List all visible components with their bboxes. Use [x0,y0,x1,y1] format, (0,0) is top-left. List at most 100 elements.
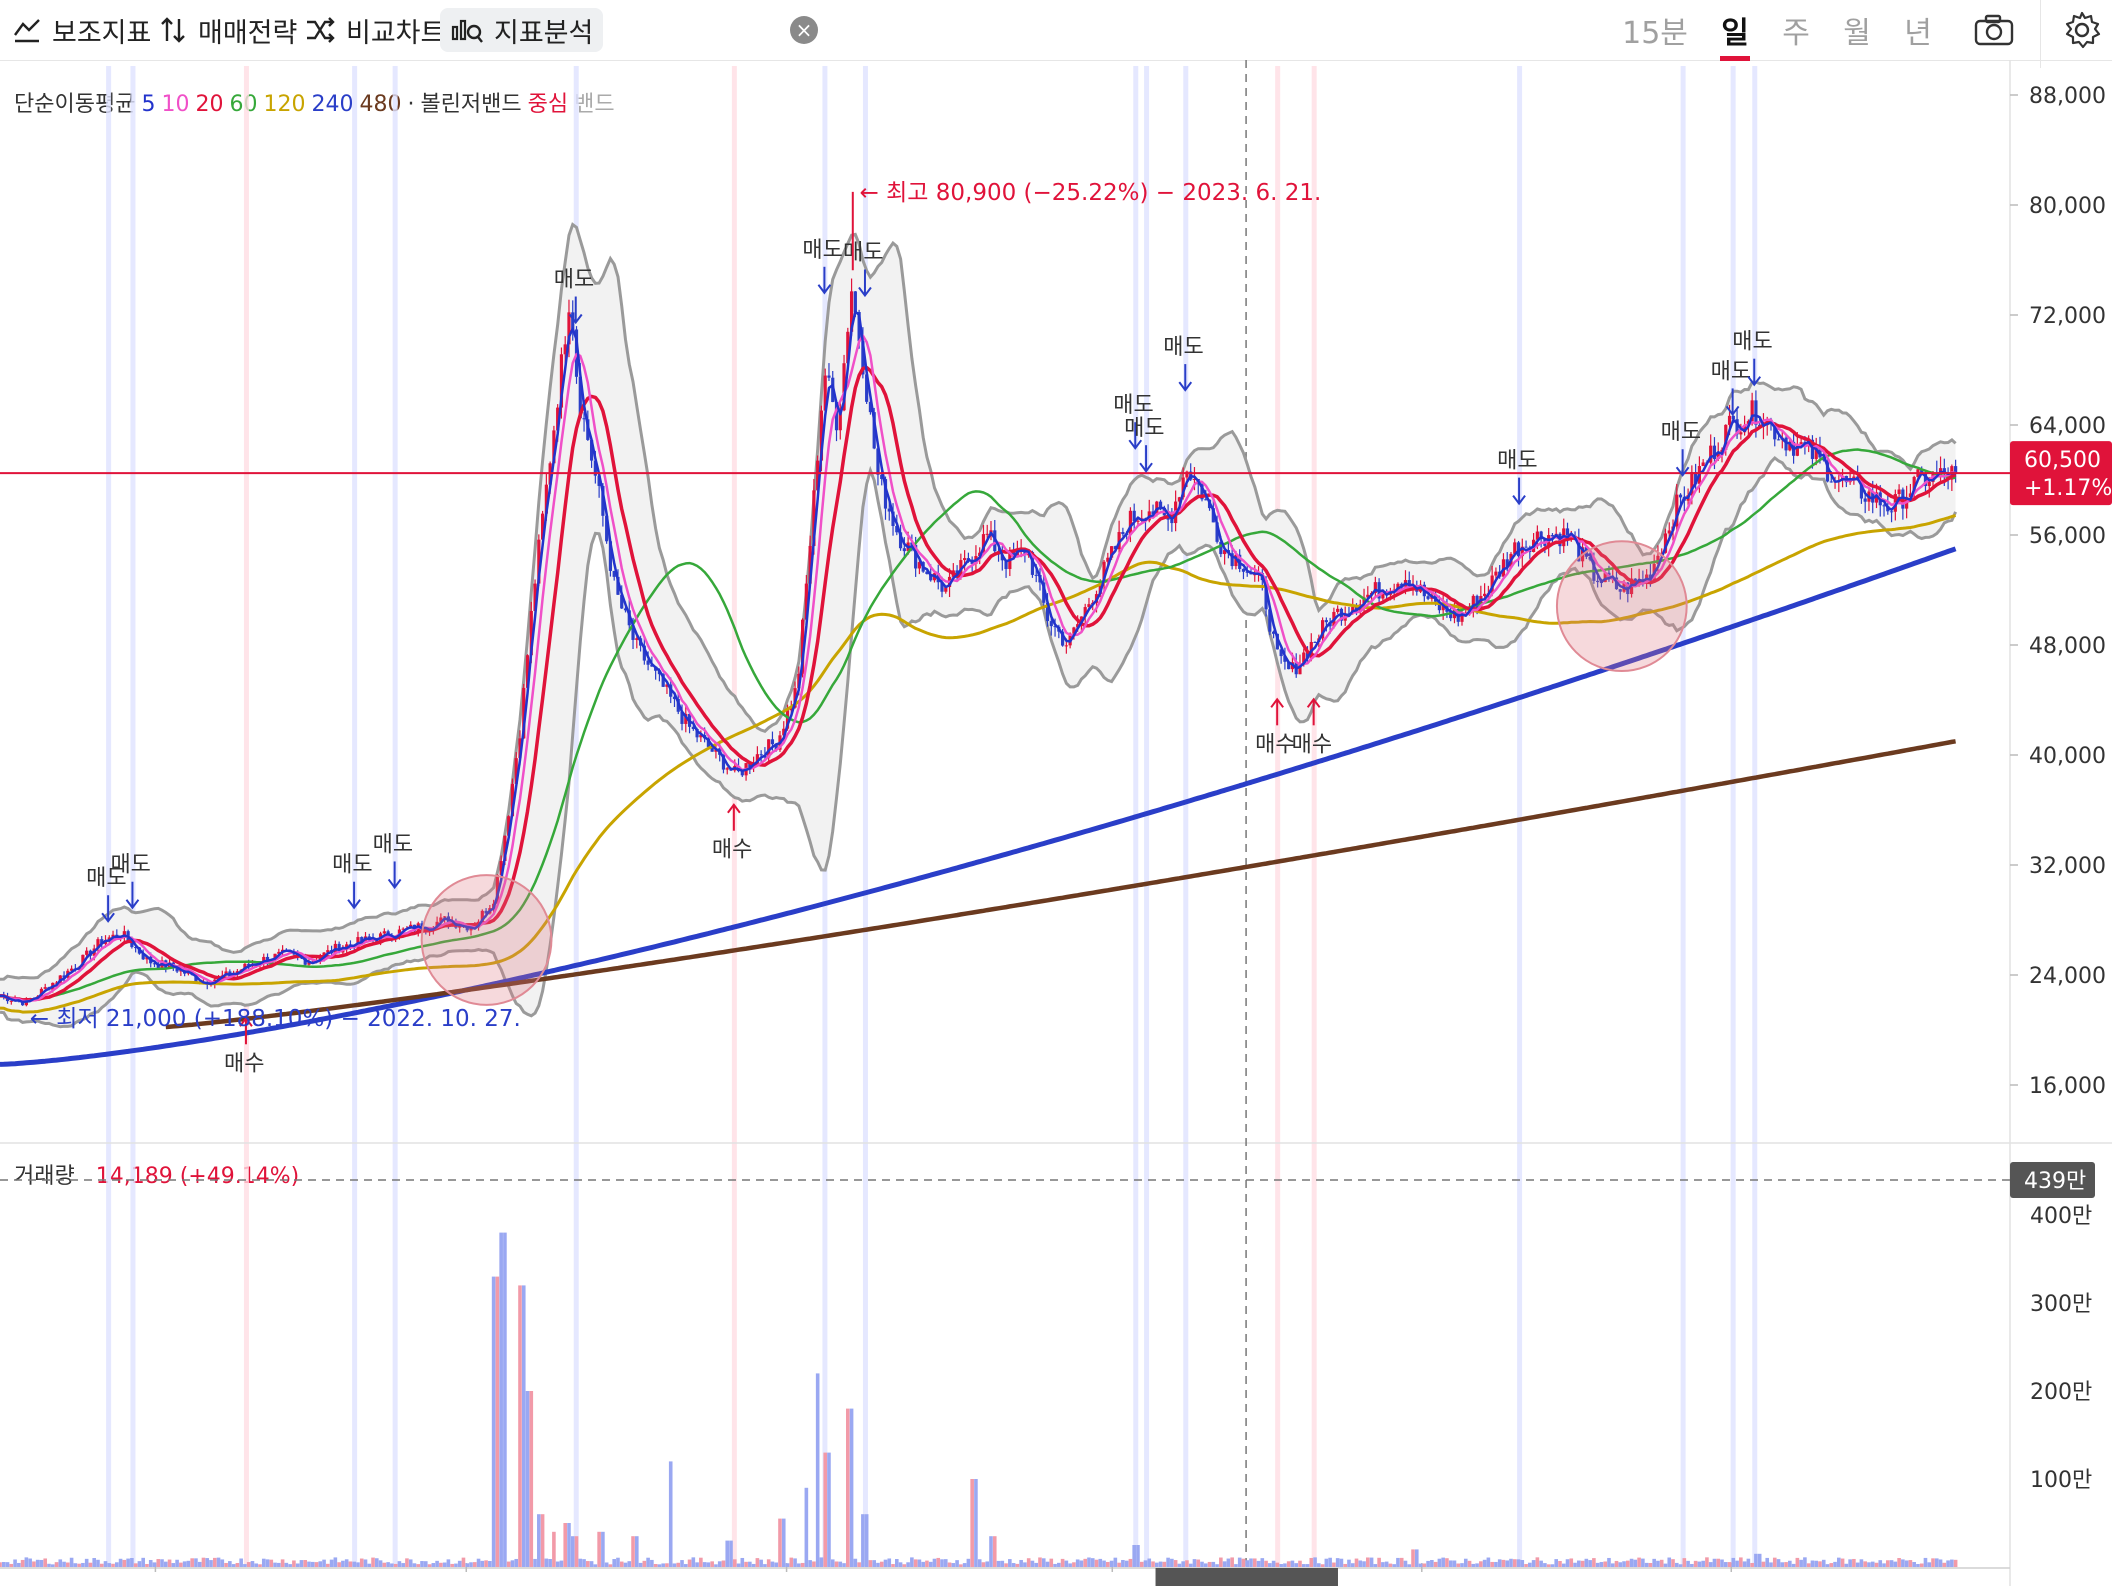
candle-body [1158,501,1163,509]
volume-bar [1403,1560,1408,1567]
volume-bar [375,1558,379,1567]
volume-bar [299,1560,304,1567]
candle-body [1735,419,1739,435]
volume-bar [344,1559,349,1567]
volume-bar [1644,1562,1649,1567]
volume-bar [92,1558,97,1567]
candle-body [1313,641,1317,643]
analysis-menu[interactable]: 지표분석 [440,8,604,52]
volume-bar [683,1564,688,1567]
volume-bars [0,1232,1958,1567]
volume-bar [1234,1564,1238,1567]
candle-body [443,916,447,918]
compare-menu[interactable]: 비교차트 [304,8,445,52]
strategy-menu[interactable]: 매매전략 [158,8,297,52]
candle-body [1942,468,1946,474]
price-tick-label: 80,000 [2029,194,2106,219]
candle-body [1490,575,1494,594]
volume-bar [435,1560,439,1567]
volume-bar [1034,1562,1039,1567]
volume-bar [970,1479,974,1567]
volume-bar [1652,1558,1656,1567]
candle-body [1712,445,1717,460]
period-month[interactable]: 월 [1843,16,1871,51]
candle-body [141,953,145,960]
volume-bar [1414,1549,1419,1567]
price-axis: 88,000 80,000 72,000 64,000 56,000 48,000 40,0… [2010,84,2112,1493]
period-year[interactable]: 년 [1904,16,1932,51]
candle-body [1460,612,1464,622]
volume-bar [1656,1560,1660,1567]
volume-bar [1064,1560,1069,1567]
volume-bar [1739,1557,1743,1567]
volume-bar [1539,1560,1543,1567]
indicator-menu[interactable]: 보조지표 [12,8,151,52]
volume-bar [254,1563,259,1567]
candle-body [1272,631,1276,634]
volume-bar [1482,1559,1487,1567]
candle-body [684,713,688,724]
volume-bar [1173,1560,1178,1567]
camera-icon[interactable] [1972,10,2016,50]
volume-bar [1727,1562,1732,1567]
volume-bar [1772,1557,1777,1567]
candle-body [1520,546,1524,557]
volume-bar [420,1561,424,1567]
candle-body [1773,422,1777,440]
volume-bar [1908,1560,1913,1567]
volume-bar [1279,1564,1283,1567]
volume-bar [1030,1560,1035,1567]
volume-bar [235,1563,240,1567]
candle-body [1663,533,1668,553]
volume-bar [1475,1563,1479,1567]
buy-arrow-head [727,803,741,814]
close-analysis-icon[interactable]: × [790,16,818,44]
volume-bar [898,1562,903,1567]
volume-bar [182,1561,187,1567]
settings-gear-icon[interactable] [2060,10,2104,50]
candle-body [1064,645,1068,647]
candle-body [1441,604,1445,611]
volume-bar [228,1561,232,1567]
volume-bar [1004,1563,1008,1567]
volume-bar [1068,1563,1072,1567]
volume-bar [1867,1562,1871,1567]
volume-bar [1712,1558,1717,1567]
volume-bar [1188,1563,1193,1567]
candle-body [1731,415,1735,420]
candle-body [1211,508,1215,523]
volume-bar [1294,1563,1299,1567]
volume-bar [1011,1563,1016,1567]
sell-label: 매도 [802,238,842,263]
sell-arrow-head [858,286,872,298]
volume-bar [1264,1560,1268,1567]
volume-bar [111,1563,115,1567]
volume-bar [201,1557,206,1567]
ma60-line [0,448,1956,1002]
candle-body [337,943,341,953]
period-week[interactable]: 주 [1782,16,1810,51]
volume-bar [1328,1557,1332,1567]
period-day[interactable]: 일 [1721,16,1749,51]
volume-bar [1946,1560,1950,1567]
volume-bar [243,1564,247,1567]
volume-bar [1577,1560,1581,1567]
volume-bar [288,1564,292,1567]
price-tick-label: 16,000 [2029,1074,2106,1099]
candle-body [823,375,827,411]
volume-change: (+49.14%) [179,1164,300,1189]
volume-bar [1678,1564,1683,1567]
candle-body [277,951,281,954]
volume-bar [1855,1562,1860,1567]
period-15min[interactable]: 15분 [1622,16,1688,51]
volume-bar [1426,1560,1430,1567]
volume-bar [190,1558,194,1567]
candle-body [518,738,522,759]
volume-bar [1366,1557,1370,1567]
candle-body [1494,571,1498,576]
candle-body [1373,582,1377,593]
ma60-label: 60 [229,92,258,117]
volume-bar [423,1561,428,1567]
